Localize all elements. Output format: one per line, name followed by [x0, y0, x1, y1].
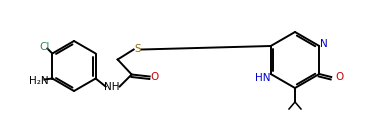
Text: NH: NH — [104, 81, 120, 91]
Text: S: S — [134, 45, 141, 54]
Text: Cl: Cl — [39, 42, 49, 51]
Text: N: N — [320, 39, 328, 49]
Text: O: O — [335, 72, 343, 82]
Text: H₂N: H₂N — [29, 75, 48, 86]
Text: O: O — [150, 72, 159, 81]
Text: HN: HN — [255, 73, 271, 83]
